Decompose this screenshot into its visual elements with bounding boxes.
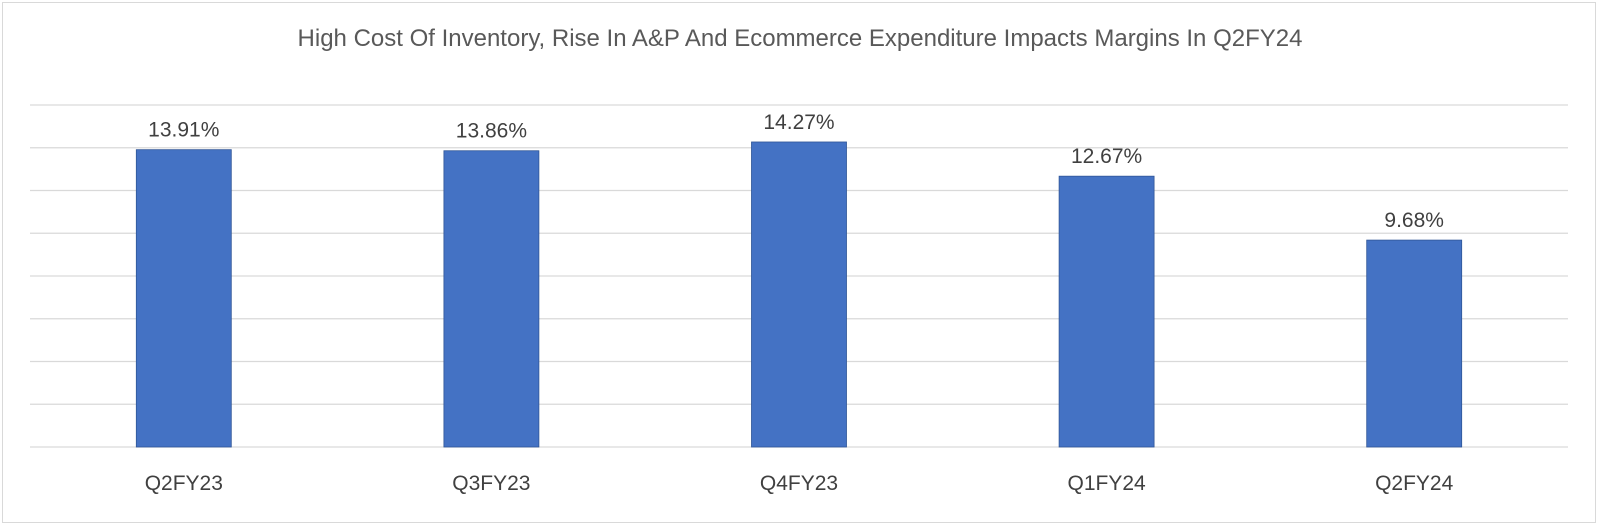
data-labels: 13.91% 13.86% 14.27% 12.67% 9.68% — [148, 111, 1444, 232]
x-tick-label-q4fy23: Q4FY23 — [760, 472, 838, 495]
x-axis-tick-labels: Q2FY23 Q3FY23 Q4FY23 Q1FY24 Q2FY24 — [145, 472, 1454, 495]
bar-q2fy23 — [135, 149, 232, 448]
x-tick-label-q2fy23: Q2FY23 — [145, 472, 223, 495]
bar-q4fy23 — [751, 141, 847, 448]
bars — [135, 141, 1463, 448]
data-label-q1fy24: 12.67% — [1071, 145, 1142, 168]
x-tick-label-q2fy24: Q2FY24 — [1375, 472, 1454, 495]
data-label-q3fy23: 13.86% — [456, 120, 527, 143]
bar-q1fy24 — [1058, 175, 1155, 448]
data-label-q4fy23: 14.27% — [763, 111, 834, 134]
x-tick-label-q1fy24: Q1FY24 — [1067, 472, 1146, 495]
chart-title: High Cost Of Inventory, Rise In A&P And … — [298, 25, 1303, 52]
bar-q3fy23 — [443, 150, 540, 448]
bar-q2fy24 — [1366, 239, 1463, 448]
data-label-q2fy24: 9.68% — [1384, 209, 1444, 232]
data-label-q2fy23: 13.91% — [148, 119, 219, 142]
x-tick-label-q3fy23: Q3FY23 — [452, 472, 530, 495]
